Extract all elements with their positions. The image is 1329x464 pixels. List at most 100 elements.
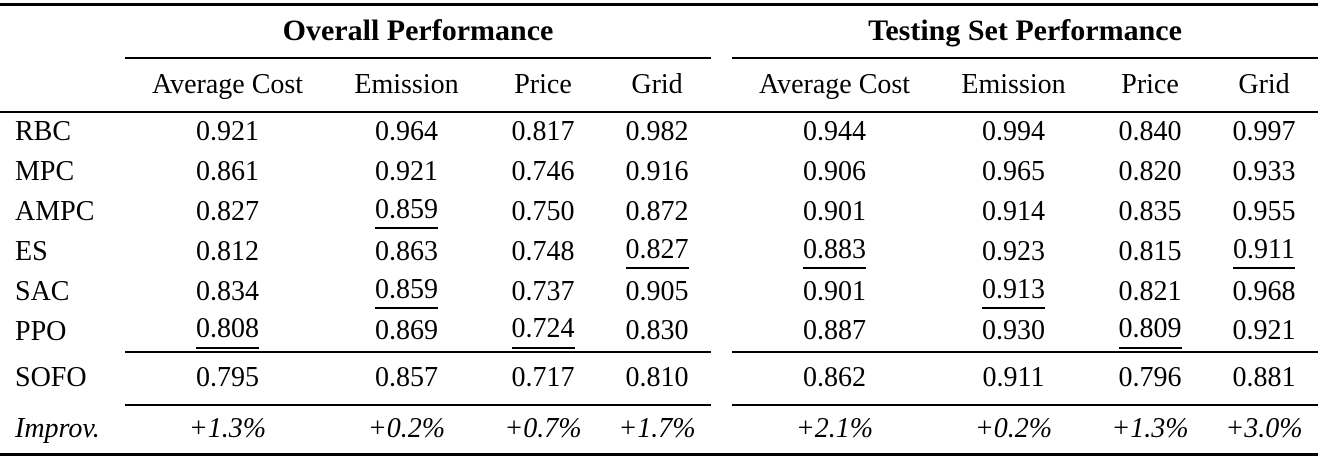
- row-label: SAC: [15, 275, 70, 307]
- metric-cell: 0.750: [511, 195, 575, 227]
- table-row-improv: Improv. +1.3% +0.2% +0.7% +1.7% +2.1% +0…: [0, 405, 1318, 455]
- row-label: PPO: [15, 315, 67, 347]
- metric-cell: 0.820: [1118, 155, 1182, 187]
- metric-cell: +0.2%: [974, 413, 1053, 445]
- metric-cell: 0.815: [1118, 235, 1182, 267]
- metric-cell: 0.916: [625, 155, 689, 187]
- row-label: Improv.: [15, 412, 100, 444]
- row-label: MPC: [15, 155, 75, 187]
- metric-cell: 0.921: [196, 116, 259, 147]
- metric-cell: 0.821: [1118, 275, 1182, 307]
- column-gap: [711, 152, 732, 192]
- metric-cell: 0.955: [1232, 195, 1296, 227]
- column-gap: [711, 112, 732, 152]
- metric-cell: 0.737: [511, 275, 575, 307]
- table-row-ppo: PPO 0.808 0.869 0.724 0.830 0.887 0.930 …: [0, 312, 1318, 352]
- column-gap: [711, 232, 732, 272]
- metric-cell: 0.809: [1090, 312, 1210, 352]
- metric-cell: 0.944: [803, 116, 867, 147]
- metric-cell: 0.724: [483, 312, 603, 352]
- metric-cell: 0.881: [1210, 350, 1319, 406]
- metric-cell: +1.3%: [1111, 413, 1189, 445]
- performance-table: Overall Performance Testing Set Performa…: [0, 3, 1319, 456]
- metric-cell: 0.994: [982, 116, 1046, 147]
- table-row-sac: SAC 0.834 0.859 0.737 0.905 0.901 0.913 …: [0, 272, 1318, 312]
- metric-cell: 0.862: [732, 350, 938, 406]
- metric-cell: 0.921: [1232, 315, 1296, 346]
- column-header-row: Average Cost Emission Price Grid Average…: [0, 57, 1319, 113]
- column-header-price: Price: [483, 57, 603, 113]
- metric-cell: 0.817: [511, 116, 575, 147]
- column-gap: [711, 405, 732, 455]
- metric-cell: 0.923: [982, 235, 1046, 267]
- metric-cell: 0.812: [196, 235, 259, 267]
- metric-cell: 0.964: [375, 116, 438, 147]
- metric-cell: 0.933: [1232, 155, 1296, 187]
- column-header-emission: Emission: [330, 57, 483, 113]
- metric-cell: 0.911: [1210, 232, 1318, 272]
- column-gap: [711, 352, 732, 405]
- metric-cell: 0.914: [982, 195, 1046, 227]
- metric-cell: 0.748: [511, 235, 575, 267]
- column-header-average-cost: Average Cost: [125, 57, 330, 113]
- metric-cell: 0.921: [375, 155, 438, 187]
- metric-cell: 0.883: [732, 232, 937, 272]
- metric-cell: 0.827: [196, 195, 259, 227]
- row-label: AMPC: [15, 195, 95, 227]
- column-gap: [711, 57, 733, 113]
- metric-cell: 0.834: [196, 275, 259, 307]
- metric-cell: 0.887: [803, 315, 867, 346]
- row-label: ES: [15, 235, 48, 267]
- metric-cell: 0.901: [803, 195, 867, 227]
- row-label: SOFO: [15, 362, 87, 393]
- metric-cell: +0.2%: [367, 413, 446, 445]
- metric-cell: +2.1%: [795, 413, 874, 445]
- metric-cell: 0.859: [330, 192, 483, 232]
- metric-cell: +0.7%: [504, 413, 582, 445]
- metric-cell: 0.830: [625, 315, 689, 346]
- metric-cell: 0.906: [803, 155, 867, 187]
- row-label: RBC: [15, 116, 72, 147]
- table-row-sofo: SOFO 0.795 0.857 0.717 0.810 0.862 0.911…: [0, 350, 1319, 406]
- table-row-es: ES 0.812 0.863 0.748 0.827 0.883 0.923 0…: [0, 232, 1318, 272]
- metric-cell: 0.968: [1232, 275, 1296, 307]
- metric-cell: 0.965: [982, 155, 1046, 187]
- group-title-overall: Overall Performance: [125, 4, 712, 59]
- metric-cell: 0.901: [803, 275, 867, 307]
- column-header-grid: Grid: [1210, 57, 1319, 113]
- column-gap: [711, 192, 732, 232]
- metric-cell: 0.905: [625, 275, 689, 307]
- metric-cell: 0.997: [1232, 116, 1296, 147]
- column-header-emission: Emission: [937, 57, 1091, 113]
- metric-cell: 0.982: [625, 116, 689, 147]
- column-header-price: Price: [1090, 57, 1211, 113]
- column-gap: [711, 5, 732, 58]
- column-header-average-cost: Average Cost: [732, 57, 938, 113]
- table-row-rbc: RBC 0.921 0.964 0.817 0.982 0.944 0.994 …: [0, 112, 1318, 152]
- metric-cell: 0.840: [1118, 116, 1182, 147]
- table-row-mpc: MPC 0.861 0.921 0.746 0.916 0.906 0.965 …: [0, 152, 1318, 192]
- metric-cell: 0.746: [511, 155, 575, 187]
- column-header-grid: Grid: [603, 57, 712, 113]
- corner-cell: [0, 57, 125, 113]
- metric-cell: 0.795: [125, 350, 330, 406]
- corner-cell: [0, 5, 125, 58]
- metric-cell: 0.863: [375, 235, 438, 267]
- metric-cell: 0.810: [603, 350, 712, 406]
- column-gap: [711, 312, 732, 352]
- metric-cell: 0.859: [330, 272, 483, 312]
- metric-cell: 0.796: [1090, 350, 1211, 406]
- metric-cell: 0.857: [330, 350, 483, 406]
- metric-cell: 0.869: [375, 315, 438, 346]
- metric-cell: +1.7%: [618, 413, 696, 445]
- metric-cell: 0.835: [1118, 195, 1182, 227]
- metric-cell: +3.0%: [1225, 413, 1303, 445]
- metric-cell: 0.827: [603, 232, 711, 272]
- table-row-ampc: AMPC 0.827 0.859 0.750 0.872 0.901 0.914…: [0, 192, 1318, 232]
- group-title-row: Overall Performance Testing Set Performa…: [0, 4, 1319, 59]
- metric-cell: 0.913: [937, 272, 1090, 312]
- metric-cell: 0.808: [125, 312, 330, 352]
- metric-cell: 0.911: [937, 350, 1091, 406]
- metric-cell: 0.861: [196, 155, 259, 187]
- metric-cell: 0.717: [483, 350, 603, 406]
